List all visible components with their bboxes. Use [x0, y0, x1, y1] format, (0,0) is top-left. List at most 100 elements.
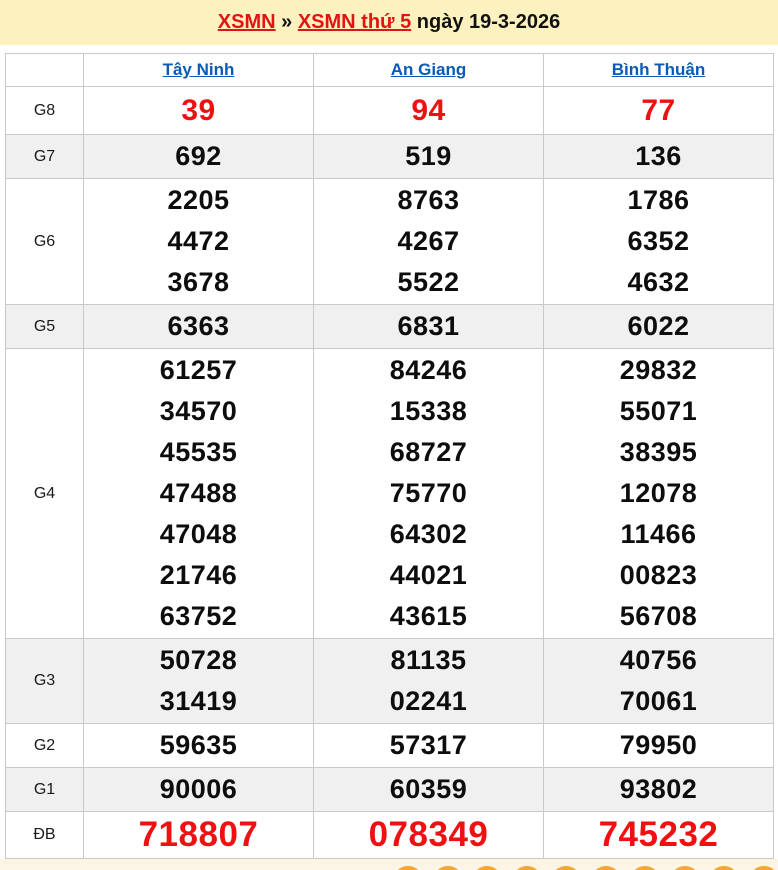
- prize-label: G3: [6, 639, 84, 724]
- lotto-ball-icon: [709, 866, 739, 870]
- lotto-ball-icon: [630, 866, 660, 870]
- result-number: 75770: [314, 473, 543, 514]
- result-number: 34570: [84, 391, 313, 432]
- xsmn-link[interactable]: XSMN: [218, 11, 276, 33]
- balls-strip: [0, 859, 778, 870]
- result-number: 31419: [84, 681, 313, 722]
- prize-label: G1: [6, 768, 84, 812]
- province-link-an-giang[interactable]: An Giang: [391, 60, 467, 79]
- lotto-ball-icon: [393, 866, 423, 870]
- result-number: 6831: [314, 306, 543, 347]
- result-cell: 90006: [84, 768, 314, 812]
- result-number: 60359: [314, 769, 543, 810]
- result-number: 50728: [84, 640, 313, 681]
- result-number: 6352: [544, 221, 773, 262]
- result-cell: 39: [84, 87, 314, 135]
- result-cell: 60359: [314, 768, 544, 812]
- prize-label: G4: [6, 349, 84, 639]
- lotto-ball-icon: [670, 866, 700, 870]
- result-number: 718807: [84, 813, 313, 857]
- result-number: 4472: [84, 221, 313, 262]
- result-cell: 93802: [544, 768, 774, 812]
- draw-date: ngày 19-3-2026: [411, 11, 560, 33]
- result-number: 56708: [544, 596, 773, 637]
- result-number: 02241: [314, 681, 543, 722]
- xsmn-day-link[interactable]: XSMN thứ 5: [298, 11, 411, 33]
- result-number: 6022: [544, 306, 773, 347]
- result-number: 47048: [84, 514, 313, 555]
- result-cell: 6022: [544, 305, 774, 349]
- breadcrumb-separator: »: [276, 11, 298, 33]
- prize-label: ĐB: [6, 812, 84, 859]
- result-number: 38395: [544, 432, 773, 473]
- lotto-ball-icon: [551, 866, 581, 870]
- result-number: 81135: [314, 640, 543, 681]
- result-number: 93802: [544, 769, 773, 810]
- result-cell: 6363: [84, 305, 314, 349]
- result-number: 47488: [84, 473, 313, 514]
- result-number: 94: [314, 88, 543, 133]
- result-number: 12078: [544, 473, 773, 514]
- result-number: 00823: [544, 555, 773, 596]
- prize-label: G2: [6, 724, 84, 768]
- result-number: 3678: [84, 262, 313, 303]
- result-number: 8763: [314, 180, 543, 221]
- result-number: 70061: [544, 681, 773, 722]
- result-number: 692: [84, 136, 313, 177]
- result-number: 5522: [314, 262, 543, 303]
- prize-label: G8: [6, 87, 84, 135]
- result-cell: 519: [314, 135, 544, 179]
- result-number: 745232: [544, 813, 773, 857]
- lotto-ball-icon: [749, 866, 778, 870]
- result-number: 43615: [314, 596, 543, 637]
- result-number: 2205: [84, 180, 313, 221]
- result-number: 4267: [314, 221, 543, 262]
- result-cell: 59635: [84, 724, 314, 768]
- result-number: 68727: [314, 432, 543, 473]
- result-number: 45535: [84, 432, 313, 473]
- result-number: 21746: [84, 555, 313, 596]
- result-cell: 57317: [314, 724, 544, 768]
- result-number: 59635: [84, 725, 313, 766]
- result-number: 11466: [544, 514, 773, 555]
- result-number: 1786: [544, 180, 773, 221]
- result-number: 44021: [314, 555, 543, 596]
- result-cell: 718807: [84, 812, 314, 859]
- result-cell: 078349: [314, 812, 544, 859]
- province-link-tay-ninh[interactable]: Tây Ninh: [163, 60, 235, 79]
- result-number: 55071: [544, 391, 773, 432]
- result-cell: 6831: [314, 305, 544, 349]
- result-number: 078349: [314, 813, 543, 857]
- result-number: 84246: [314, 350, 543, 391]
- result-number: 63752: [84, 596, 313, 637]
- result-number: 136: [544, 136, 773, 177]
- prize-label: G7: [6, 135, 84, 179]
- result-number: 4632: [544, 262, 773, 303]
- result-number: 79950: [544, 725, 773, 766]
- result-number: 15338: [314, 391, 543, 432]
- lotto-ball-icon: [591, 866, 621, 870]
- result-cell: 692: [84, 135, 314, 179]
- result-number: 40756: [544, 640, 773, 681]
- province-link-binh-thuan[interactable]: Bình Thuận: [612, 60, 705, 79]
- result-number: 61257: [84, 350, 313, 391]
- page-header: XSMN » XSMN thứ 5 ngày 19-3-2026: [0, 0, 778, 45]
